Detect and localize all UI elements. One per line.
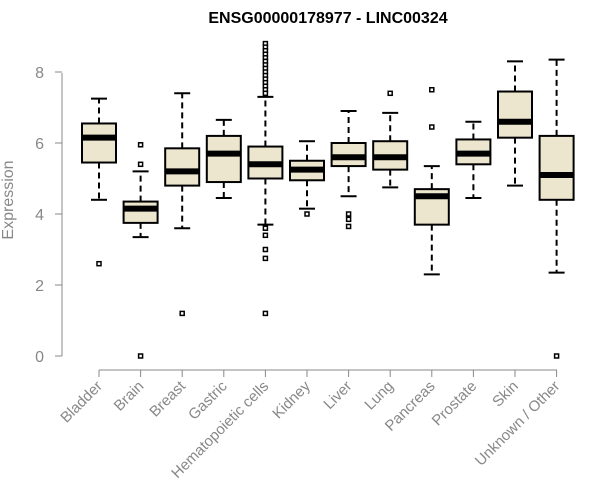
outlier-point xyxy=(179,310,185,317)
box-pancreas xyxy=(413,87,450,276)
outlier-point xyxy=(429,124,435,130)
outlier-point xyxy=(387,90,393,97)
outlier-point xyxy=(262,232,269,239)
x-tick-label: Skin xyxy=(489,378,522,411)
outlier-point xyxy=(137,161,144,168)
y-ticks: 0 2 4 6 8 xyxy=(35,65,62,366)
box-series xyxy=(81,40,575,359)
interquartile-box xyxy=(164,147,201,187)
box-unknown-other xyxy=(538,58,575,359)
outlier-point xyxy=(262,90,269,97)
box-brain xyxy=(122,142,159,359)
box-breast xyxy=(164,92,201,317)
box-bladder xyxy=(81,97,117,267)
x-tick-label: Brain xyxy=(111,378,148,415)
outlier-point xyxy=(262,225,269,231)
x-tick-label: Lung xyxy=(361,378,397,414)
chart-title: ENSG00000178977 - LINC00324 xyxy=(208,10,447,27)
y-tick-label: 2 xyxy=(35,278,44,295)
x-tick-label: Kidney xyxy=(269,377,314,422)
box-liver xyxy=(330,110,367,230)
x-tick-label: Bladder xyxy=(57,378,106,427)
box-hematopoietic-cells xyxy=(247,40,284,317)
box-prostate xyxy=(455,120,492,200)
outlier-point xyxy=(262,310,269,317)
outlier-point xyxy=(137,142,144,148)
outlier-point xyxy=(553,353,560,359)
x-tick-label: Breast xyxy=(146,377,189,420)
interquartile-box xyxy=(497,90,533,139)
y-axis-label: Expression xyxy=(0,160,17,239)
interquartile-box xyxy=(122,200,159,224)
outlier-point xyxy=(262,246,269,253)
outlier-point xyxy=(345,216,352,223)
outlier-point xyxy=(345,211,352,217)
interquartile-box xyxy=(81,122,117,164)
box-gastric xyxy=(205,118,242,200)
box-kidney xyxy=(289,140,325,217)
x-tick-label: Liver xyxy=(320,378,355,413)
interquartile-box xyxy=(205,134,242,184)
outlier-point xyxy=(429,87,435,93)
outlier-point xyxy=(345,223,352,230)
y-tick-label: 6 xyxy=(35,136,44,153)
interquartile-box xyxy=(538,134,575,201)
x-tick-label: Prostate xyxy=(429,378,481,430)
y-tick-label: 8 xyxy=(35,65,44,82)
box-lung xyxy=(372,90,409,189)
outlier-point xyxy=(262,255,269,262)
outlier-point xyxy=(96,260,102,267)
outlier-point xyxy=(304,211,310,217)
box-skin xyxy=(497,60,533,187)
outlier-point xyxy=(137,353,144,359)
y-tick-label: 0 xyxy=(35,349,44,366)
y-tick-label: 4 xyxy=(35,207,44,224)
